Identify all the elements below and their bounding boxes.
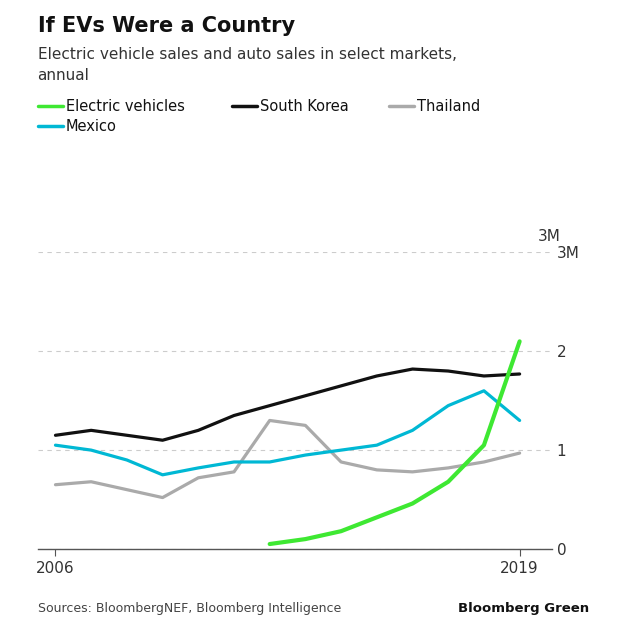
Text: annual: annual xyxy=(38,68,90,83)
Text: Mexico: Mexico xyxy=(66,119,117,134)
Text: Electric vehicle sales and auto sales in select markets,: Electric vehicle sales and auto sales in… xyxy=(38,47,456,62)
Text: Electric vehicles: Electric vehicles xyxy=(66,98,185,114)
Text: South Korea: South Korea xyxy=(260,98,349,114)
Text: 3M: 3M xyxy=(539,229,561,244)
Text: If EVs Were a Country: If EVs Were a Country xyxy=(38,16,295,36)
Text: Sources: BloombergNEF, Bloomberg Intelligence: Sources: BloombergNEF, Bloomberg Intelli… xyxy=(38,602,341,615)
Text: Thailand: Thailand xyxy=(417,98,480,114)
Text: Bloomberg Green: Bloomberg Green xyxy=(458,602,589,615)
